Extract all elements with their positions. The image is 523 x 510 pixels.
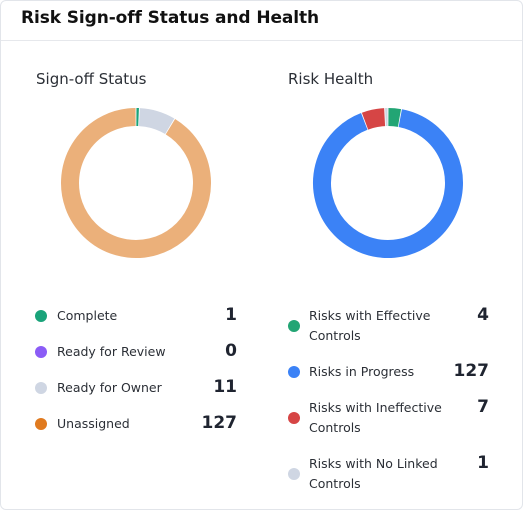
legend-label: Ready for Owner — [57, 380, 162, 395]
legend-label: Complete — [57, 308, 118, 323]
legend-label: Unassigned — [57, 416, 130, 431]
legend-label: Risks with Ineffective Controls — [309, 400, 442, 435]
ineffective-controls-dot-icon — [288, 412, 300, 424]
legend-value: 0 — [225, 341, 237, 361]
legend-label: Risks with No Linked Controls — [309, 456, 438, 491]
risk-health-title: Risk Health — [288, 70, 374, 88]
legend-label: Risks in Progress — [309, 364, 415, 379]
legend-label: Ready for Review — [57, 344, 166, 359]
legend-value: 7 — [477, 397, 489, 417]
in-progress-dot-icon — [288, 366, 300, 378]
risk-health-segment-0 — [388, 108, 402, 127]
ready-for-owner-dot-icon — [35, 382, 47, 394]
effective-controls-dot-icon — [288, 320, 300, 332]
unassigned-dot-icon — [35, 418, 47, 430]
card-header: Risk Sign-off Status and Health — [1, 1, 522, 41]
legend-value: 1 — [225, 305, 237, 325]
no-linked-controls-dot-icon — [288, 468, 300, 480]
legend-value: 127 — [453, 361, 490, 381]
risk-health-donut — [313, 108, 463, 258]
risk-health-segment-2 — [361, 108, 386, 130]
risk-health-panel: Risk Health Risks with Effective Control… — [269, 41, 509, 509]
ready-for-review-dot-icon — [35, 346, 47, 358]
legend-value: 1 — [477, 453, 489, 473]
signoff-status-title: Sign-off Status — [36, 70, 147, 88]
signoff-status-panel: Sign-off Status Complete 1 Ready for Rev… — [21, 41, 261, 509]
risk-health-segment-1 — [313, 109, 463, 258]
legend-value: 4 — [477, 305, 489, 325]
card-title: Risk Sign-off Status and Health — [21, 8, 320, 28]
complete-dot-icon — [35, 310, 47, 322]
signoff-status-segment-3 — [61, 108, 211, 258]
legend-value: 11 — [213, 377, 237, 397]
legend-value: 127 — [201, 413, 238, 433]
signoff-status-donut — [61, 108, 211, 258]
legend-label: Risks with Effective Controls — [309, 308, 431, 343]
signoff-status-segment-2 — [138, 108, 175, 135]
